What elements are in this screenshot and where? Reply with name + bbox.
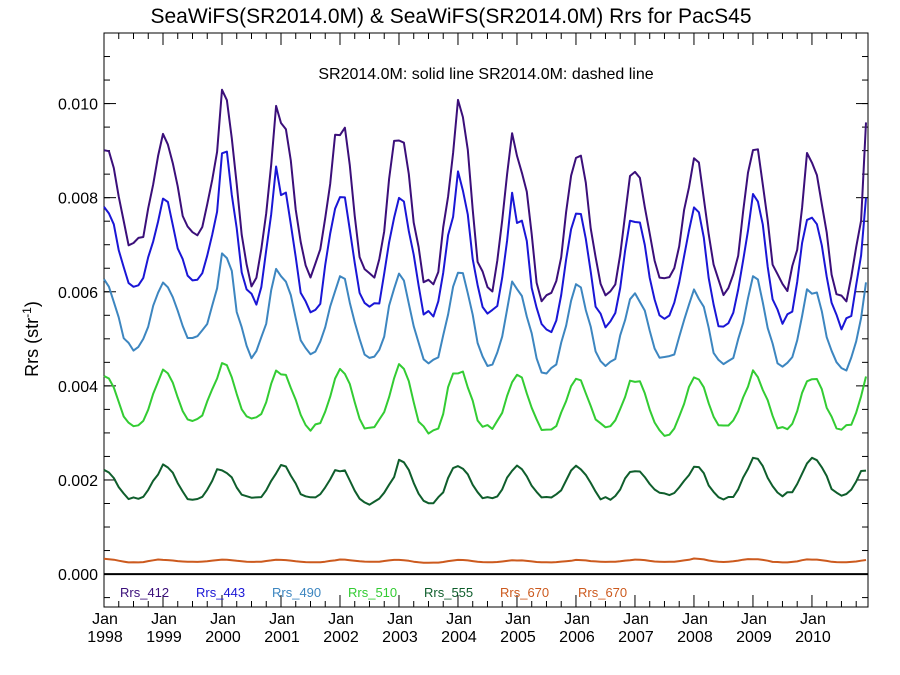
x-tick-year: 2008 — [677, 629, 713, 646]
x-tick-year: 2005 — [500, 629, 536, 646]
series-line-rrs-490 — [103, 252, 867, 375]
x-tick-month: Jan — [269, 611, 295, 628]
x-tick-month: Jan — [623, 611, 649, 628]
line-style-annotation: SR2014.0M: solid line SR2014.0M: dashed … — [318, 66, 653, 83]
y-axis-label-close: ) — [22, 301, 42, 307]
x-tick-year: 2001 — [264, 629, 300, 646]
x-tick-year: 2003 — [382, 629, 418, 646]
x-tick-month: Jan — [446, 611, 472, 628]
x-tick-month: Jan — [328, 611, 354, 628]
x-tick-year: 2006 — [559, 629, 595, 646]
series-line-rrs-510 — [103, 362, 867, 437]
y-tick-label: 0.002 — [58, 473, 98, 490]
legend-entry-rrs-510: Rrs_510 — [348, 585, 397, 600]
x-tick-month: Jan — [741, 611, 767, 628]
legend-entry-rrs-443: Rrs_443 — [196, 585, 245, 600]
plot-frame — [103, 32, 869, 608]
series-line-rrs-443 — [103, 150, 867, 334]
x-tick-year: 1998 — [87, 629, 123, 646]
x-tick-month: Jan — [800, 611, 826, 628]
y-axis-label-base: Rrs (str — [22, 318, 42, 377]
plot-border — [103, 32, 869, 608]
legend: Rrs_412 Rrs_443 Rrs_490 Rrs_510 Rrs_555 Rrs_6… — [120, 585, 627, 600]
x-tick-month: Jan — [151, 611, 177, 628]
legend-entry-rrs-670: Rrs_670 — [578, 585, 627, 600]
x-tick-year: 2000 — [205, 629, 241, 646]
y-axis-label-exponent: -1 — [20, 307, 34, 318]
x-tick-month: Jan — [387, 611, 413, 628]
legend-entry-rrs-412: Rrs_412 — [120, 585, 169, 600]
series-line-rrs-412 — [103, 88, 867, 303]
legend-entry-rrs-555: Rrs_555 — [424, 585, 473, 600]
x-tick-month: Jan — [564, 611, 590, 628]
x-tick-year: 2002 — [323, 629, 359, 646]
x-tick-labels: Jan1998Jan1999Jan2000Jan2001Jan2002Jan20… — [87, 611, 831, 646]
x-tick-month: Jan — [505, 611, 531, 628]
x-tick-month: Jan — [682, 611, 708, 628]
x-tick-year: 2010 — [795, 629, 831, 646]
x-tick-month: Jan — [210, 611, 236, 628]
x-tick-year: 2007 — [618, 629, 654, 646]
y-tick-label: 0.008 — [58, 191, 98, 208]
series-line-rrs-670 — [103, 557, 867, 564]
x-tick-year: 2004 — [441, 629, 477, 646]
series-line-rrs-555 — [103, 456, 867, 506]
y-tick-label: 0.010 — [58, 97, 98, 114]
x-tick-year: 1999 — [146, 629, 182, 646]
axis-ticks — [103, 33, 868, 607]
y-axis-label: Rrs (str-1) — [20, 301, 42, 377]
y-tick-label: 0.006 — [58, 285, 98, 302]
chart-title: SeaWiFS(SR2014.0M) & SeaWiFS(SR2014.0M) … — [150, 5, 751, 28]
y-tick-label: 0.004 — [58, 379, 98, 396]
legend-entry-rrs-670: Rrs_670 — [500, 585, 549, 600]
x-tick-year: 2009 — [736, 629, 772, 646]
x-tick-month: Jan — [92, 611, 118, 628]
series-lines — [103, 88, 867, 564]
legend-entry-rrs-490: Rrs_490 — [272, 585, 321, 600]
y-tick-labels: 0.000 0.002 0.004 0.006 0.008 0.010 — [58, 97, 98, 584]
y-tick-label: 0.000 — [58, 567, 98, 584]
